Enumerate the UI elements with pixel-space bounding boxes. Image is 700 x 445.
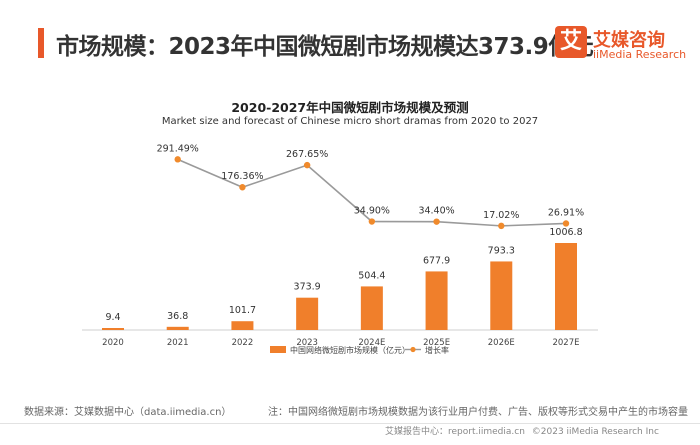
growth-point-2026E [498, 222, 505, 230]
bar-value-label: 677.9 [423, 255, 450, 266]
copyright-text: ©2023 iiMedia Research Inc [531, 427, 659, 437]
report-footer: 艾媒报告中心：report.iimedia.cn ©2023 iiMedia R… [385, 424, 663, 437]
x-tick-label: 2020 [102, 338, 124, 348]
bar-value-label: 373.9 [294, 282, 321, 293]
legend-bar-swatch [270, 346, 286, 353]
growth-point-2023 [303, 161, 311, 169]
growth-point-2024E [368, 218, 376, 225]
bar-value-label: 9.4 [105, 312, 120, 323]
growth-value-label: 26.91% [548, 207, 584, 218]
bar-value-label: 504.4 [358, 270, 385, 281]
bar-2024E [360, 286, 383, 330]
bar-2025E [425, 271, 448, 330]
chart-canvas: 9.4 2020 36.8 2021 101.7 2022 373.9 2023 504.4 20… [82, 143, 598, 355]
bar-2021 [166, 326, 189, 330]
legend-line-marker [410, 346, 416, 353]
brand-logo: 艾 艾媒咨询 iiMedia Research [555, 22, 690, 66]
growth-value-label: 291.49% [157, 143, 199, 154]
header: 市场规模：2023年中国微短剧市场规模达373.9亿元 艾 艾媒咨询 iiMed… [0, 0, 700, 80]
footnote: 注：中国网络微短剧市场规模数据为该行业用户付费、广告、版权等形式交易中产生的市场… [268, 407, 688, 418]
x-tick-label: 2027E [552, 338, 579, 348]
bar-value-label: 36.8 [167, 311, 188, 322]
bar-2027E [555, 243, 577, 330]
growth-point-2021 [174, 156, 181, 163]
bar-2020 [102, 328, 124, 330]
bar-2022 [231, 321, 254, 330]
x-tick-label: 2024E [358, 338, 385, 348]
growth-point-2027E [562, 220, 570, 227]
brand-name-en: iiMedia Research [593, 48, 687, 61]
brand-name-cn: 艾媒咨询 [593, 30, 665, 51]
growth-value-label: 267.65% [286, 149, 328, 160]
x-tick-label: 2025E [423, 338, 450, 348]
page-title: 市场规模：2023年中国微短剧市场规模达373.9亿元 [56, 34, 594, 60]
growth-value-label: 17.02% [483, 210, 519, 221]
x-tick-label: 2026E [488, 338, 515, 348]
bar-value-label: 101.7 [229, 305, 256, 316]
growth-value-label: 34.40% [418, 206, 454, 217]
growth-value-label: 34.90% [354, 206, 390, 217]
bar-value-label: 793.3 [488, 245, 515, 256]
growth-value-label: 176.36% [221, 171, 263, 182]
growth-point-2022 [239, 184, 246, 191]
chart-subtitle: Market size and forecast of Chinese micr… [161, 116, 539, 127]
x-tick-label: 2021 [167, 338, 189, 348]
footer-divider [0, 423, 700, 424]
headline-accent-bar [38, 28, 44, 58]
brand-logo-icon: 艾 [555, 26, 587, 58]
legend-line-label: 增长率 [425, 345, 449, 355]
growth-point-2025E [433, 218, 440, 225]
x-tick-label: 2022 [232, 338, 254, 348]
chart-title: 2020-2027年中国微短剧市场规模及预测 [231, 100, 469, 115]
data-source: 数据来源：艾媒数据中心（data.iimedia.cn） [24, 407, 232, 418]
report-site-text: 艾媒报告中心：report.iimedia.cn [385, 427, 525, 437]
x-tick-label: 2023 [296, 338, 318, 348]
legend-bar-label: 中国网络微短剧市场规模（亿元） [290, 345, 410, 355]
bar-2026E [490, 261, 513, 330]
bar-2023 [296, 297, 319, 330]
bar-value-label: 1006.8 [549, 227, 582, 238]
